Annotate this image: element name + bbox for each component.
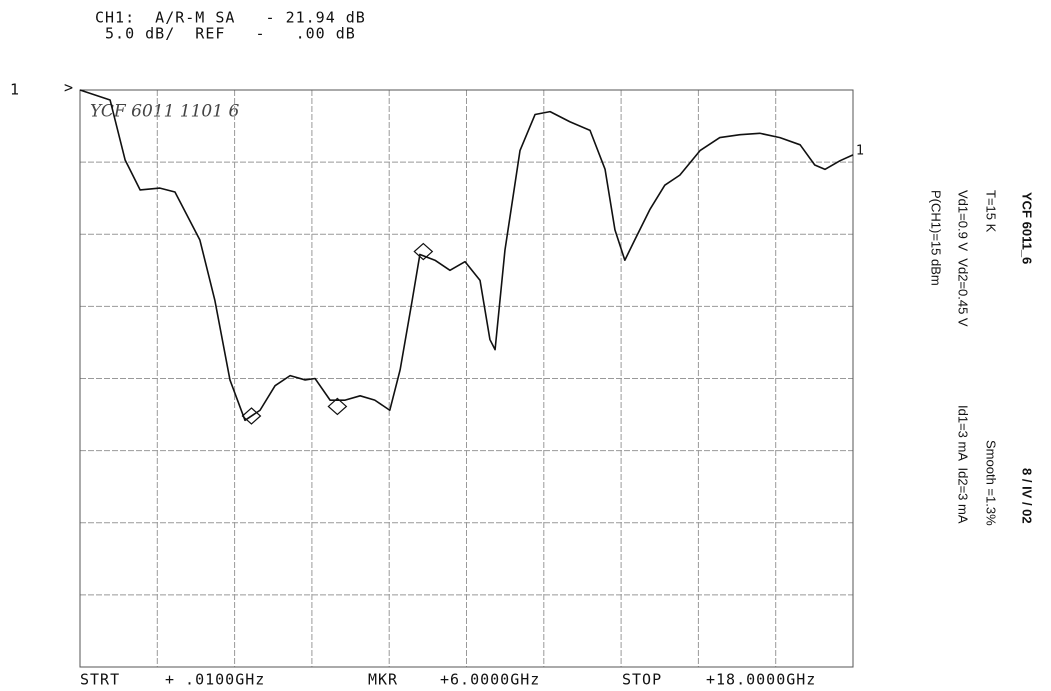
footer-text: STOP bbox=[622, 671, 662, 689]
marker-diamond bbox=[413, 242, 434, 261]
date-label: 8 / IV / 02 bbox=[1020, 468, 1035, 524]
handwritten-note: YCF 6011 1101 6 bbox=[90, 102, 239, 122]
marker-diamond bbox=[327, 397, 348, 416]
side-text: Vd1=0.9 V Vd2=0.45 V bbox=[956, 190, 971, 327]
header-line: CH1: A/R-M SA - 21.94 dB bbox=[95, 9, 366, 27]
channel-label: 1 bbox=[10, 81, 20, 99]
ref-marker: > bbox=[64, 79, 74, 97]
header-line: 5.0 dB/ REF - .00 dB bbox=[95, 25, 356, 43]
trace-label: 1 bbox=[856, 143, 864, 158]
footer-text: +18.0000GHz bbox=[706, 671, 816, 689]
footer-text: MKR bbox=[368, 671, 398, 689]
trace-line bbox=[79, 89, 854, 422]
footer-text: STRT bbox=[80, 671, 120, 689]
marker-diamond bbox=[241, 407, 262, 425]
device-label: YCF 6011_6 bbox=[1020, 192, 1035, 264]
footer-text: + .0100GHz bbox=[165, 671, 265, 689]
side-text: T=15 K bbox=[984, 190, 999, 233]
side-text: Id1=3 mA Id2=3 mA bbox=[956, 405, 971, 524]
plot-frame bbox=[79, 89, 854, 668]
side-text: Smooth =1.3% bbox=[984, 440, 999, 526]
side-text: P(CH1)=15 dBm bbox=[929, 190, 944, 286]
footer-text: +6.0000GHz bbox=[440, 671, 540, 689]
